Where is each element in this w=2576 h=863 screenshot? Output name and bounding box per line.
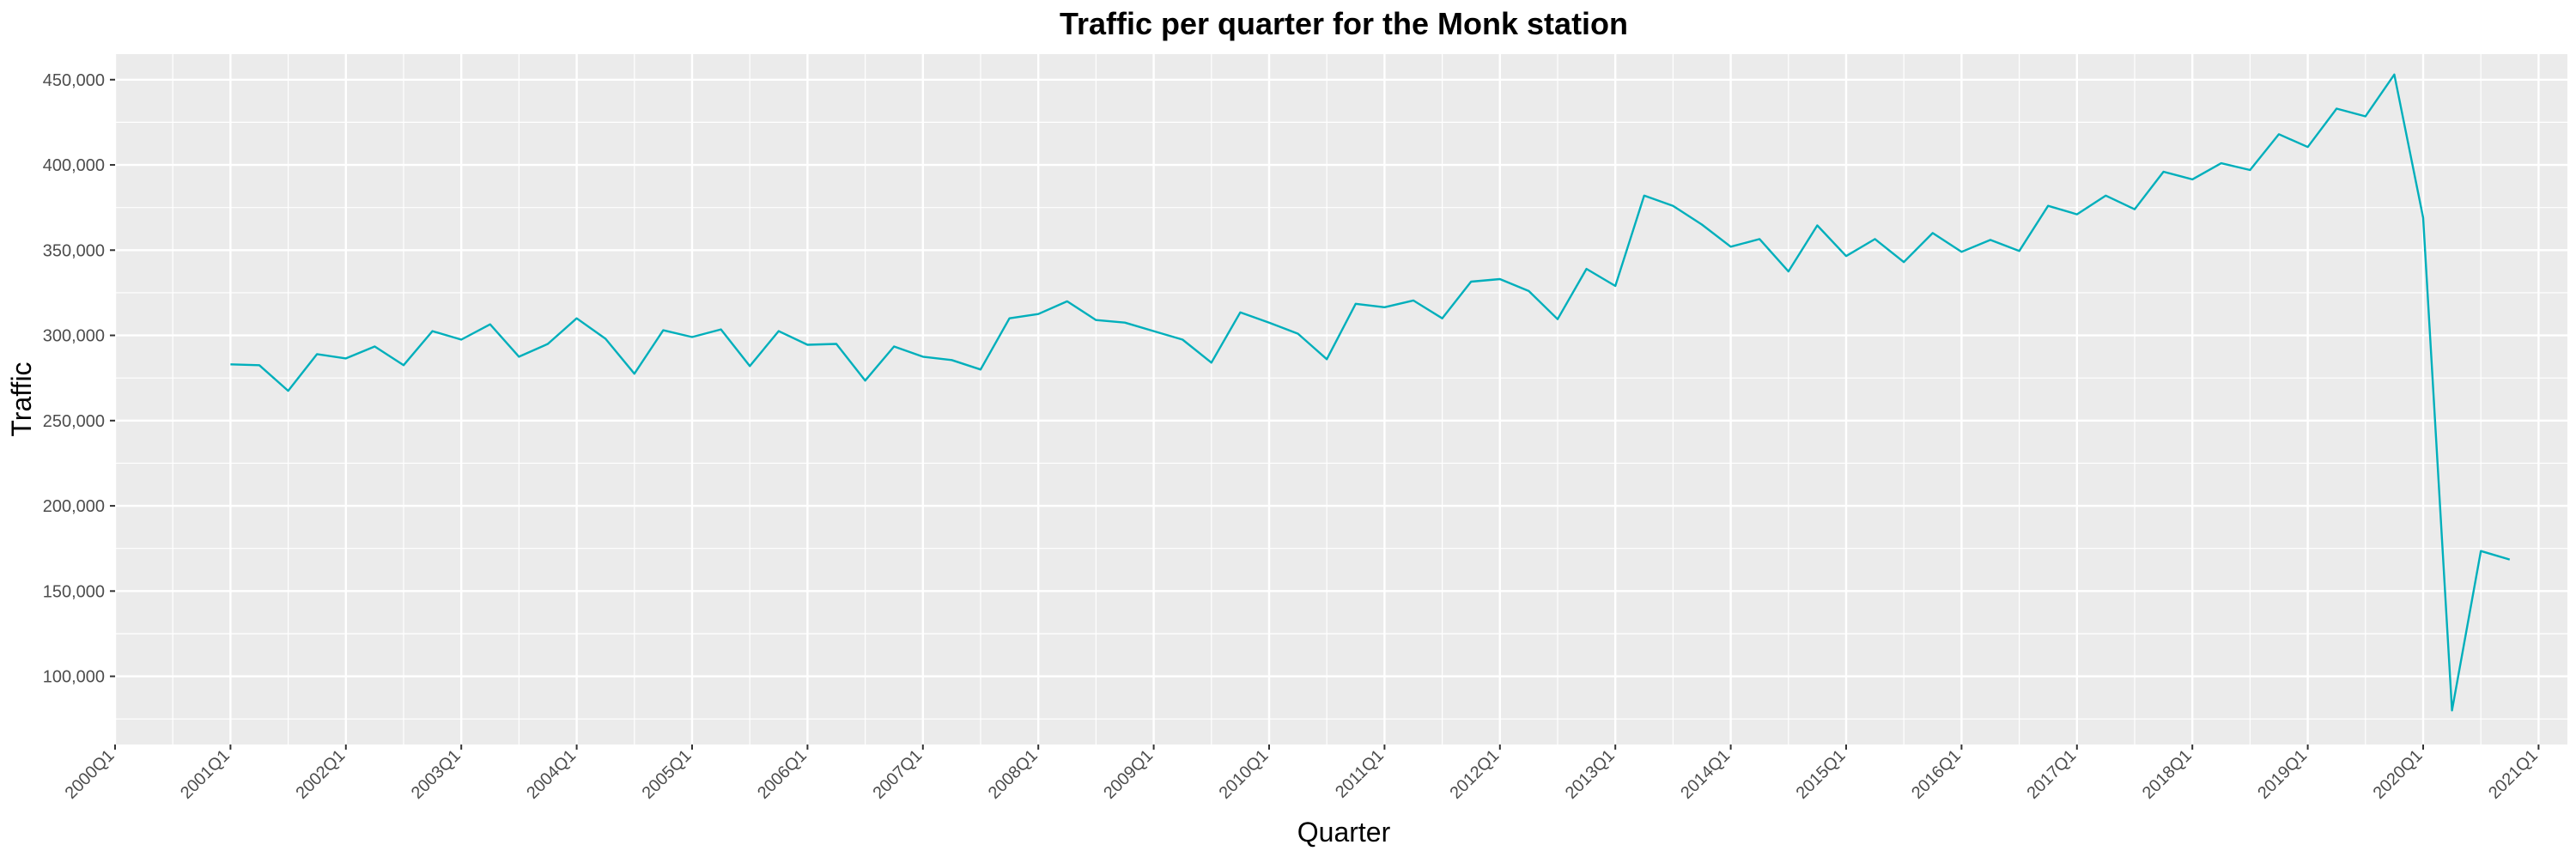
x-tick-label: 2004Q1 [523, 746, 580, 803]
x-tick-label: 2018Q1 [2139, 746, 2196, 803]
x-tick-label: 2003Q1 [408, 746, 465, 803]
x-tick-label: 2009Q1 [1100, 746, 1157, 803]
x-tick-label: 2001Q1 [177, 746, 234, 803]
x-axis: 2000Q1 2001Q1 2002Q1 2003Q1 2004Q1 2005Q1 2006… [62, 744, 2542, 803]
x-tick-label: 2017Q1 [2023, 746, 2080, 803]
x-tick-label: 2015Q1 [1793, 746, 1850, 803]
y-axis-title: Traffic [6, 362, 37, 436]
x-tick-label: 2007Q1 [869, 746, 926, 803]
y-tick-label: 400,000 [43, 156, 105, 175]
y-tick-label: 350,000 [43, 241, 105, 260]
x-tick-label: 2008Q1 [985, 746, 1042, 803]
x-tick-label: 2005Q1 [639, 746, 696, 803]
x-axis-title: Quarter [1297, 817, 1391, 848]
x-tick-label: 2011Q1 [1332, 746, 1388, 802]
x-tick-label: 2016Q1 [1908, 746, 1965, 803]
x-tick-label: 2020Q1 [2370, 746, 2427, 803]
y-tick-label: 250,000 [43, 412, 105, 431]
x-tick-label: 2021Q1 [2485, 746, 2542, 803]
x-tick-label: 2014Q1 [1677, 746, 1734, 803]
x-tick-label: 2010Q1 [1216, 746, 1273, 803]
x-tick-label: 2012Q1 [1446, 746, 1503, 803]
y-tick-label: 150,000 [43, 582, 105, 601]
y-tick-label: 100,000 [43, 668, 105, 687]
y-axis: 100,000 150,000 200,000 250,000 300,000 350,0… [43, 71, 115, 687]
x-tick-label: 2013Q1 [1562, 746, 1619, 803]
y-tick-label: 300,000 [43, 327, 105, 346]
x-tick-label: 2000Q1 [62, 746, 118, 803]
y-tick-label: 200,000 [43, 497, 105, 516]
chart-title: Traffic per quarter for the Monk station [1060, 6, 1628, 41]
x-tick-label: 2002Q1 [292, 746, 349, 803]
plot-background [115, 54, 2567, 744]
x-tick-label: 2006Q1 [754, 746, 811, 803]
y-tick-label: 450,000 [43, 71, 105, 90]
x-tick-label: 2019Q1 [2254, 746, 2311, 803]
